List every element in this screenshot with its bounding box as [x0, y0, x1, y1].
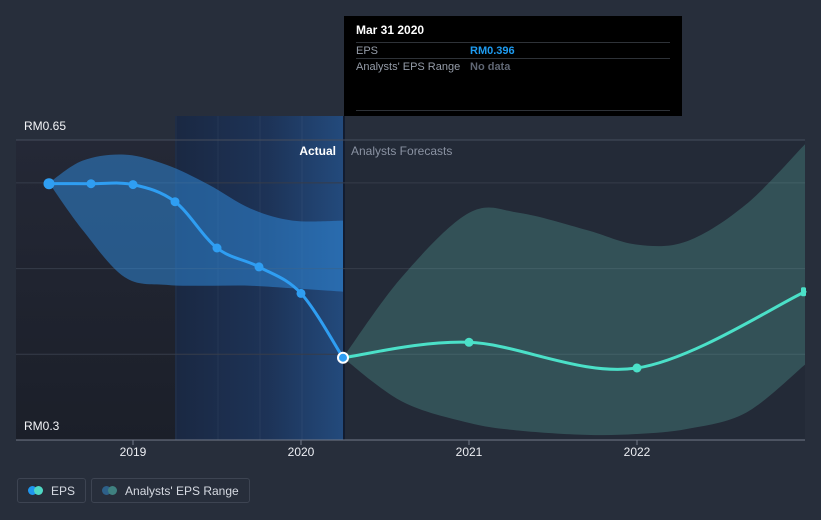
- tooltip-spacer: [356, 74, 670, 110]
- tooltip-row: EPS RM0.396: [356, 42, 670, 58]
- actual-forecast-divider: [343, 116, 345, 440]
- actual-data-point[interactable]: [212, 243, 222, 253]
- x-axis-year-label: 2020: [287, 445, 315, 459]
- selected-data-point[interactable]: [337, 351, 349, 364]
- actual-data-point[interactable]: [170, 197, 180, 207]
- y-axis-min-label: RM0.3: [24, 419, 60, 433]
- legend-series-dots-icon: [28, 486, 43, 495]
- actual-data-point[interactable]: [128, 180, 138, 190]
- tooltip-row-label: Analysts' EPS Range: [356, 60, 461, 73]
- actual-data-point[interactable]: [43, 178, 55, 190]
- x-axis-year-label: 2022: [623, 445, 651, 459]
- legend-series-dots-icon: [102, 486, 118, 495]
- forecast-section-background: [343, 140, 805, 440]
- forecast-line-end-marker: [801, 287, 806, 297]
- legend: EPS Analysts' EPS Range: [17, 478, 250, 503]
- forecast-data-point[interactable]: [464, 337, 474, 347]
- actual-data-point[interactable]: [296, 288, 306, 298]
- actual-data-point[interactable]: [86, 179, 96, 189]
- range-band: [343, 144, 805, 436]
- legend-label: Analysts' EPS Range: [125, 483, 239, 498]
- hover-tooltip: Mar 31 2020 EPS RM0.396 Analysts' EPS Rang…: [344, 16, 682, 116]
- forecast-data-point[interactable]: [632, 363, 642, 373]
- tooltip-row-value: No data: [470, 60, 511, 73]
- x-axis-year-label: 2019: [119, 445, 147, 459]
- forecast-eps-line: [341, 290, 807, 371]
- actual-section-label: Actual: [299, 144, 336, 158]
- legend-toggle-eps[interactable]: EPS: [17, 478, 87, 503]
- tooltip-row-label: EPS: [356, 44, 379, 57]
- x-axis-year-label: 2021: [455, 445, 483, 459]
- tooltip-bottom-divider: [356, 110, 670, 118]
- actual-data-point[interactable]: [254, 262, 264, 272]
- y-axis-max-label: RM0.65: [24, 119, 67, 133]
- tooltip-row-value: RM0.396: [470, 44, 515, 57]
- tooltip-date-title: Mar 31 2020: [356, 23, 425, 37]
- legend-label: EPS: [51, 483, 76, 498]
- tooltip-row: Analysts' EPS Range No data: [356, 58, 670, 74]
- forecast-section-label: Analysts Forecasts: [351, 144, 453, 158]
- legend-toggle-analysts-eps-range[interactable]: Analysts' EPS Range: [91, 478, 250, 503]
